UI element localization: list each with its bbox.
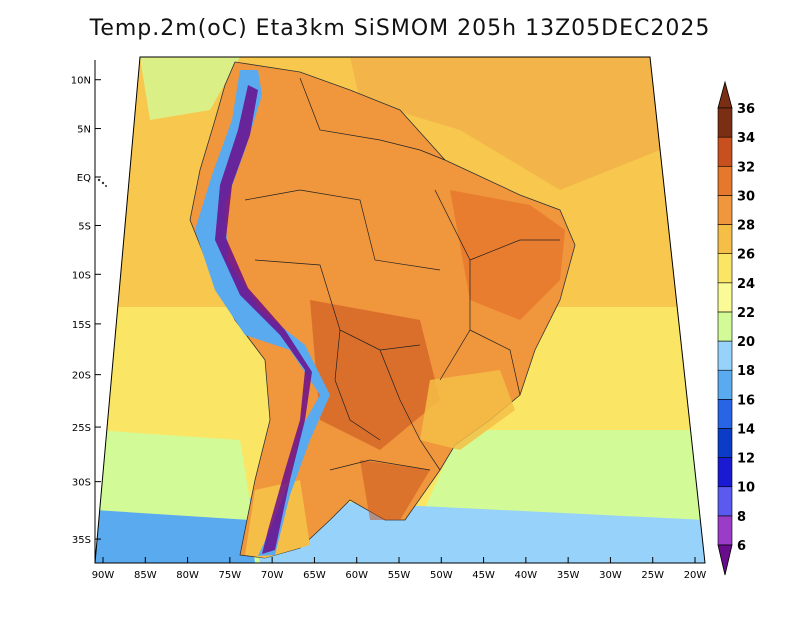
map-title: Temp.2m(oC) Eta3km SiSMOM 205h 13Z05DEC2… [89,16,711,41]
lon-tick-label: 80W [176,570,199,581]
north-atlantic-warm-pool [350,57,660,190]
colorbar-label: 22 [737,306,755,321]
lon-tick-label: 50W [430,570,453,581]
colorbar-label: 34 [737,131,755,146]
colorbar-swatch [717,340,733,371]
colorbar-swatch [717,195,733,225]
colorbar-label: 10 [737,481,755,496]
lat-tick-label: 30S [72,478,91,489]
colorbar-label: 30 [737,189,755,204]
lon-tick-label: 90W [92,570,115,581]
colorbar-label: 20 [737,335,755,350]
colorbar-label: 36 [737,102,755,117]
lat-tick-label: 15S [72,320,91,331]
lon-tick-label: 25W [641,570,664,581]
lon-tick-label: 35W [557,570,580,581]
colorbar-swatch [717,253,733,284]
lon-tick-label: 55W [388,570,411,581]
map-frame [94,56,706,564]
pacific-cold-current [95,510,255,563]
colorbar-label: 12 [737,452,755,467]
caribbean-cool-patch [140,57,240,120]
colorbar-label: 14 [737,422,755,437]
lon-tick-label: 40W [515,570,538,581]
colorbar-label: 6 [737,539,746,554]
country-borders [244,77,560,471]
colorbar-label: 24 [737,277,755,292]
longitude-axis: 90W 85W 80W 75W 70W 65W 60W 55W 50W 45W 40W 35W 30W 2… [92,557,707,581]
colorbar-top-arrow [717,80,733,109]
colorbar-swatch [717,399,733,429]
colorbar-swatch [717,136,733,167]
lon-tick-label: 30W [599,570,622,581]
lat-tick-label: 20S [72,371,91,382]
colorbar-label: 8 [737,510,746,525]
colorbar-swatch [717,369,733,400]
lat-tick-label: 25S [72,423,91,434]
lat-tick-label: 5N [77,125,91,136]
lat-tick-label: 10S [72,270,91,281]
lat-tick-label: 10N [71,76,91,87]
colorbar-swatch [717,224,733,254]
colorbar-label: 28 [737,219,755,234]
lat-tick-label: 5S [78,221,91,232]
lon-tick-label: 85W [134,570,157,581]
colorbar-label: 18 [737,364,755,379]
latitude-axis: 10N 5N EQ 5S 10S 15S 20S 25S 30S 35S [71,60,101,563]
colorbar-label: 16 [737,393,755,408]
colorbar-bottom-arrow [717,544,733,576]
colorbar-swatch [717,428,733,458]
colorbar-swatch [717,311,733,342]
lon-tick-label: 20W [684,570,707,581]
lon-tick-label: 70W [261,570,284,581]
colorbar-swatch [717,165,733,196]
colorbar-swatch [717,515,733,546]
lon-tick-label: 75W [219,570,242,581]
lon-tick-label: 45W [472,570,495,581]
colorbar-swatch [717,282,733,313]
northeast-hot-zone [450,190,565,320]
southeast-mild-zone [420,370,515,450]
colorbar-label: 26 [737,248,755,263]
lat-tick-label: 35S [72,535,91,546]
lat-tick-label: EQ [77,173,91,184]
south-warm-zone [360,460,430,520]
lon-tick-label: 65W [303,570,326,581]
lon-tick-label: 60W [345,570,368,581]
colorbar-label: 32 [737,160,755,175]
colorbar-swatch [717,457,733,488]
central-hot-zone [310,300,440,450]
galapagos-islands [97,178,107,187]
colorbar-swatch [717,107,733,138]
colorbar-swatch [717,486,733,517]
colorbar-legend: 6 8 10 12 14 16 18 20 22 24 26 28 30 32 34 36 [717,80,755,576]
